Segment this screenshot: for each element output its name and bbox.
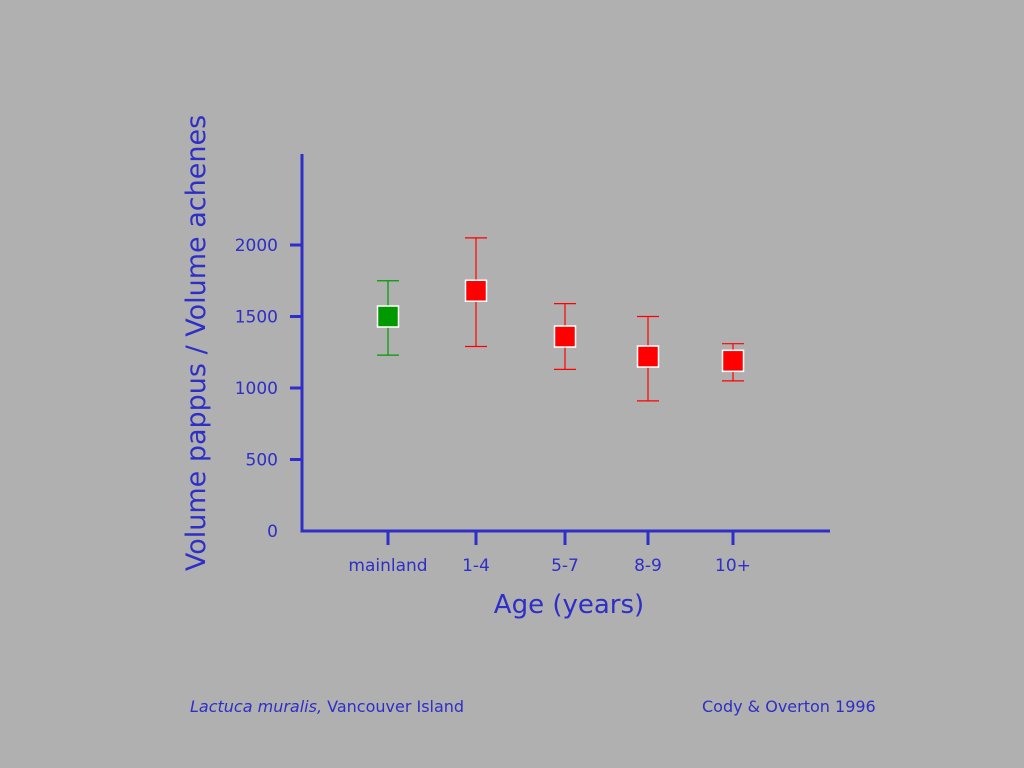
figure-caption: Lactuca muralis, Vancouver Island — [190, 697, 464, 716]
x-tick-label: 1-4 — [462, 556, 490, 576]
y-axis: 0 500 1000 1500 2000 — [235, 154, 304, 542]
y-tick-label: 500 — [246, 451, 278, 471]
data-point-marker — [636, 345, 660, 368]
species-name: Lactuca muralis, — [190, 697, 323, 716]
location-name: Vancouver Island — [322, 697, 465, 716]
data-point-marker — [464, 279, 488, 303]
y-tick-label: 1500 — [235, 308, 278, 328]
data-point-marker — [553, 325, 577, 348]
x-tick-label: mainland — [348, 556, 427, 576]
x-axis: mainland 1-4 5-7 8-9 10+ — [300, 529, 830, 576]
y-tick-label: 0 — [267, 522, 278, 542]
data-point-marker — [721, 349, 745, 373]
data-point-marker — [376, 305, 400, 328]
y-tick-label: 2000 — [235, 236, 278, 256]
x-tick-label: 8-9 — [634, 556, 662, 576]
x-tick-label: 5-7 — [551, 556, 579, 576]
y-tick-label: 1000 — [235, 379, 278, 399]
y-axis-title: Volume pappus / Volume achenes — [181, 115, 212, 571]
data-markers — [376, 279, 745, 373]
citation: Cody & Overton 1996 — [702, 697, 876, 716]
x-tick-label: 10+ — [715, 556, 751, 576]
error-bars — [377, 237, 744, 402]
x-axis-title: Age (years) — [494, 590, 644, 620]
